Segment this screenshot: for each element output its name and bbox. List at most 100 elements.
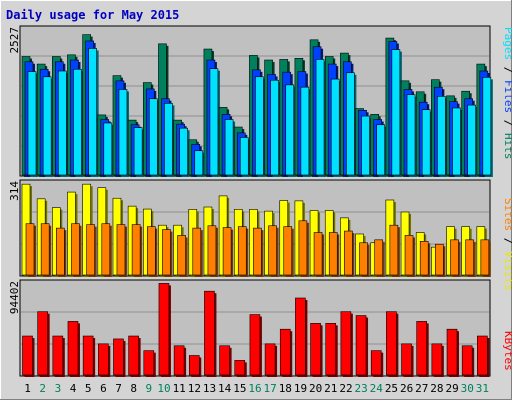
bar-sites-day-25 (389, 224, 399, 276)
panel-volume-legend: KBytes (502, 331, 512, 371)
day-label-16: 16 (248, 382, 261, 395)
bar-kbytes-day-3 (52, 335, 64, 376)
bar-sites-day-29 (450, 239, 459, 276)
legend-sep: / (502, 60, 512, 80)
bar-pages-day-23 (361, 115, 370, 176)
day-label-1: 1 (24, 382, 31, 395)
bar-sites-day-12 (192, 227, 202, 276)
bar-pages-day-19 (300, 86, 310, 176)
legend-pages: Pages (502, 27, 512, 60)
bar-pages-day-16 (255, 76, 264, 176)
bar-pages-day-27 (421, 109, 431, 176)
bar-kbytes-day-30 (461, 345, 473, 376)
day-label-15: 15 (233, 382, 246, 395)
bar-sites-day-19 (298, 220, 308, 276)
bar-kbytes-day-14 (219, 345, 230, 376)
day-label-18: 18 (279, 382, 292, 395)
day-label-29: 29 (445, 382, 458, 395)
legend-sites: Sites (502, 198, 512, 231)
chart-title: Daily usage for May 2015 (6, 8, 179, 22)
bar-pages-day-4 (73, 68, 82, 176)
bar-pages-day-10 (164, 103, 173, 176)
legend-files: Files (502, 80, 512, 113)
bar-pages-day-13 (209, 68, 219, 176)
day-label-23: 23 (355, 382, 368, 395)
bar-sites-day-30 (465, 239, 474, 276)
bar-sites-day-17 (268, 225, 277, 276)
bar-pages-day-5 (88, 48, 97, 176)
bar-kbytes-day-18 (279, 328, 291, 376)
panel-volume-max-label: 94402 (8, 281, 21, 314)
bar-pages-day-29 (452, 107, 461, 176)
bar-pages-day-31 (482, 77, 492, 176)
bar-pages-day-18 (285, 84, 295, 176)
bar-pages-day-9 (148, 98, 158, 176)
bar-kbytes-day-20 (310, 323, 321, 376)
day-label-9: 9 (146, 382, 153, 395)
bar-kbytes-day-21 (325, 323, 337, 376)
bar-kbytes-day-15 (234, 360, 246, 376)
bar-kbytes-day-19 (295, 297, 306, 376)
panel-requests-bars (21, 34, 493, 178)
bar-pages-day-30 (467, 104, 476, 176)
day-label-13: 13 (203, 382, 216, 395)
bar-kbytes-day-8 (128, 335, 139, 376)
bar-pages-day-14 (224, 119, 234, 176)
bar-sites-day-3 (56, 227, 65, 276)
bar-kbytes-day-25 (386, 311, 397, 376)
bar-kbytes-day-29 (446, 328, 458, 376)
bar-sites-day-27 (419, 241, 429, 276)
bar-sites-day-22 (344, 230, 353, 276)
bar-pages-day-7 (118, 89, 128, 176)
day-label-22: 22 (339, 382, 352, 395)
bar-sites-day-4 (71, 223, 80, 276)
legend-kbytes: KBytes (502, 331, 512, 371)
bar-kbytes-day-27 (416, 321, 427, 376)
bar-sites-day-23 (359, 242, 368, 276)
bar-kbytes-day-2 (37, 311, 48, 376)
bar-sites-day-5 (86, 224, 95, 276)
bar-sites-day-20 (313, 232, 323, 276)
bar-pages-day-15 (239, 137, 249, 176)
bar-sites-day-18 (283, 226, 293, 276)
panel-visitors-legend: Sites / Visits (502, 198, 512, 291)
bar-pages-day-21 (330, 78, 340, 176)
bar-kbytes-day-28 (431, 343, 443, 376)
bar-sites-day-6 (101, 223, 111, 276)
bar-sites-day-16 (253, 227, 262, 276)
bar-sites-day-15 (237, 226, 247, 276)
day-label-8: 8 (130, 382, 137, 395)
bar-sites-day-11 (177, 235, 186, 276)
bar-pages-day-25 (391, 49, 401, 176)
bar-pages-day-8 (133, 127, 143, 176)
bar-kbytes-day-23 (355, 315, 367, 376)
bar-kbytes-day-11 (173, 345, 185, 376)
day-label-26: 26 (400, 382, 413, 395)
day-label-5: 5 (85, 382, 92, 395)
day-label-21: 21 (324, 382, 337, 395)
bar-sites-day-31 (480, 239, 490, 276)
bar-sites-day-2 (40, 223, 50, 276)
panel-visitors-bars (21, 183, 491, 277)
day-label-25: 25 (385, 382, 398, 395)
bar-kbytes-day-5 (82, 335, 94, 376)
bar-kbytes-day-17 (264, 343, 276, 376)
legend-hits: Hits (502, 133, 512, 160)
bar-kbytes-day-7 (113, 338, 124, 376)
bar-sites-day-8 (131, 224, 141, 276)
bar-sites-day-21 (328, 232, 338, 276)
day-label-28: 28 (430, 382, 443, 395)
legend-sep: / (502, 113, 512, 133)
bar-kbytes-day-6 (98, 343, 109, 376)
bar-kbytes-day-9 (143, 350, 155, 376)
panel-volume-bars (22, 283, 490, 377)
day-label-17: 17 (264, 382, 277, 395)
legend-sep: / (502, 231, 512, 251)
bar-pages-day-12 (194, 150, 204, 176)
bar-pages-day-26 (406, 94, 416, 176)
bar-kbytes-day-12 (188, 355, 200, 376)
bar-pages-day-24 (376, 124, 386, 176)
day-label-24: 24 (370, 382, 384, 395)
bar-pages-day-6 (103, 122, 113, 176)
